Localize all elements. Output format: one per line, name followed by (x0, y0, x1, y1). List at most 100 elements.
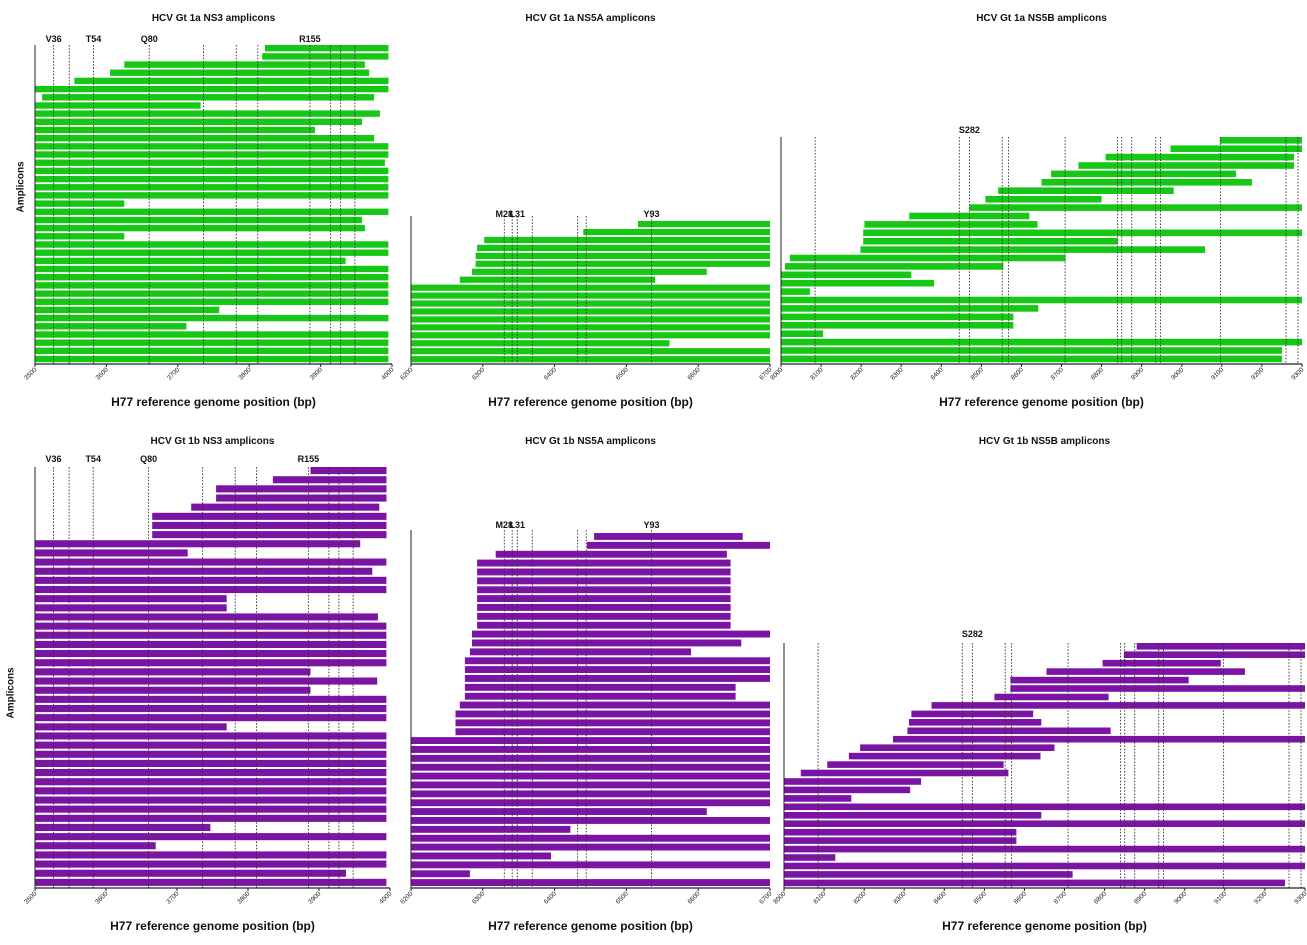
amplicon-bar (411, 825, 571, 833)
x-tick-label: 8400 (930, 366, 945, 381)
x-axis-label: H77 reference genome position (bp) (110, 919, 315, 933)
amplicon-bar (35, 869, 346, 877)
mutation-label: Q80 (140, 454, 157, 464)
amplicon-bar (784, 854, 836, 861)
amplicon-bar (800, 769, 1009, 777)
amplicon-bar (35, 640, 387, 648)
amplicon-bar (411, 852, 551, 860)
amplicon-bar (35, 282, 389, 289)
amplicon-bar (475, 260, 770, 267)
x-tick-label: 8000 (772, 890, 787, 905)
amplicon-bar (35, 151, 389, 158)
amplicon-bar (35, 110, 380, 117)
x-axis-label: H77 reference genome position (bp) (488, 919, 693, 933)
x-tick-label: 9000 (1173, 890, 1188, 905)
x-tick-label: 8200 (852, 890, 867, 905)
amplicon-bar (35, 126, 315, 134)
x-tick-label: 3800 (236, 890, 251, 905)
amplicon-bar (477, 621, 731, 629)
amplicon-bar (35, 558, 387, 566)
amplicon-bar (907, 727, 1111, 735)
x-tick-label: 6600 (686, 366, 701, 381)
x-tick-label: 3600 (95, 366, 110, 381)
amplicon-bar (35, 167, 389, 175)
amplicon-bar (35, 613, 378, 621)
amplicon-bar (994, 693, 1109, 701)
amplicon-bar (411, 799, 770, 807)
amplicon-bar (464, 666, 770, 673)
amplicon-bar (893, 735, 1305, 743)
mutation-label: M28 (496, 209, 514, 219)
mutation-label: Y93 (643, 209, 659, 219)
amplicon-bar (35, 249, 389, 256)
amplicon-bar (74, 77, 389, 85)
amplicon-bar (781, 338, 1302, 346)
amplicon-bar (784, 845, 1305, 853)
amplicon-bar (848, 752, 1041, 760)
amplicon-bar (411, 861, 770, 869)
amplicon-bar (35, 192, 389, 199)
x-tick-label: 3600 (94, 890, 109, 905)
amplicon-bar (35, 778, 387, 786)
amplicon-bar (35, 540, 361, 548)
amplicon-bar (781, 271, 912, 279)
amplicon-bar (35, 595, 227, 603)
amplicon-bar (477, 612, 731, 620)
amplicon-bar (35, 787, 387, 795)
amplicon-bar (464, 675, 770, 682)
amplicon-bar (35, 208, 389, 215)
amplicon-bar (411, 834, 770, 842)
amplicon-bar (784, 812, 1042, 819)
amplicon-bar (35, 586, 387, 594)
x-tick-label: 8200 (849, 366, 864, 381)
amplicon-bar (35, 233, 125, 240)
amplicon-bar (35, 686, 311, 694)
amplicon-bar (784, 795, 852, 802)
mutation-label: T54 (86, 34, 102, 44)
x-tick-label: 8700 (1050, 366, 1065, 381)
amplicon-bar (781, 330, 824, 337)
amplicon-bar (1046, 668, 1245, 675)
amplicon-bar (35, 331, 389, 338)
amplicon-bar (1041, 179, 1252, 186)
amplicon-bar (35, 769, 387, 777)
x-tick-label: 3900 (309, 366, 324, 381)
x-axis-label: H77 reference genome position (bp) (488, 395, 693, 409)
amplicon-bar (411, 737, 770, 744)
amplicon-bar (495, 550, 727, 558)
panel-title: HCV Gt 1a NS3 amplicons (152, 13, 276, 24)
amplicon-bar (784, 803, 1305, 811)
amplicon-bar (411, 316, 770, 323)
amplicon-bar (998, 187, 1174, 194)
amplicon-bar (469, 648, 691, 656)
amplicon-bar (35, 732, 387, 740)
amplicon-bar (35, 85, 389, 93)
amplicon-bar (35, 355, 389, 363)
amplicon-bar (411, 292, 770, 299)
amplicon-bar (784, 871, 1073, 878)
amplicon-bar (35, 216, 362, 224)
amplicon-bar (785, 263, 1004, 270)
amplicon-bar (35, 823, 211, 831)
x-axis-label: H77 reference genome position (bp) (111, 395, 316, 409)
panel-title: HCV Gt 1b NS3 amplicons (151, 436, 275, 447)
amplicon-bar (863, 237, 1118, 245)
x-axis-label: H77 reference genome position (bp) (939, 395, 1144, 409)
amplicon-bar (1078, 162, 1294, 169)
x-tick-label: 9100 (1213, 890, 1228, 905)
amplicon-bar (781, 305, 1039, 312)
x-tick-label: 6200 (399, 366, 414, 381)
amplicon-bar (411, 843, 770, 851)
x-tick-label: 6300 (471, 366, 486, 381)
amplicon-bar (784, 879, 1285, 887)
x-tick-label: 6200 (399, 890, 414, 905)
amplicon-bar (411, 790, 770, 798)
x-tick-label: 6300 (471, 890, 486, 905)
amplicon-bar (35, 306, 220, 314)
amplicon-bar (1051, 170, 1236, 178)
amplicon-bar (475, 252, 770, 259)
amplicon-bar (583, 228, 770, 236)
amplicon-bar (35, 741, 387, 749)
x-tick-label: 8300 (889, 366, 904, 381)
